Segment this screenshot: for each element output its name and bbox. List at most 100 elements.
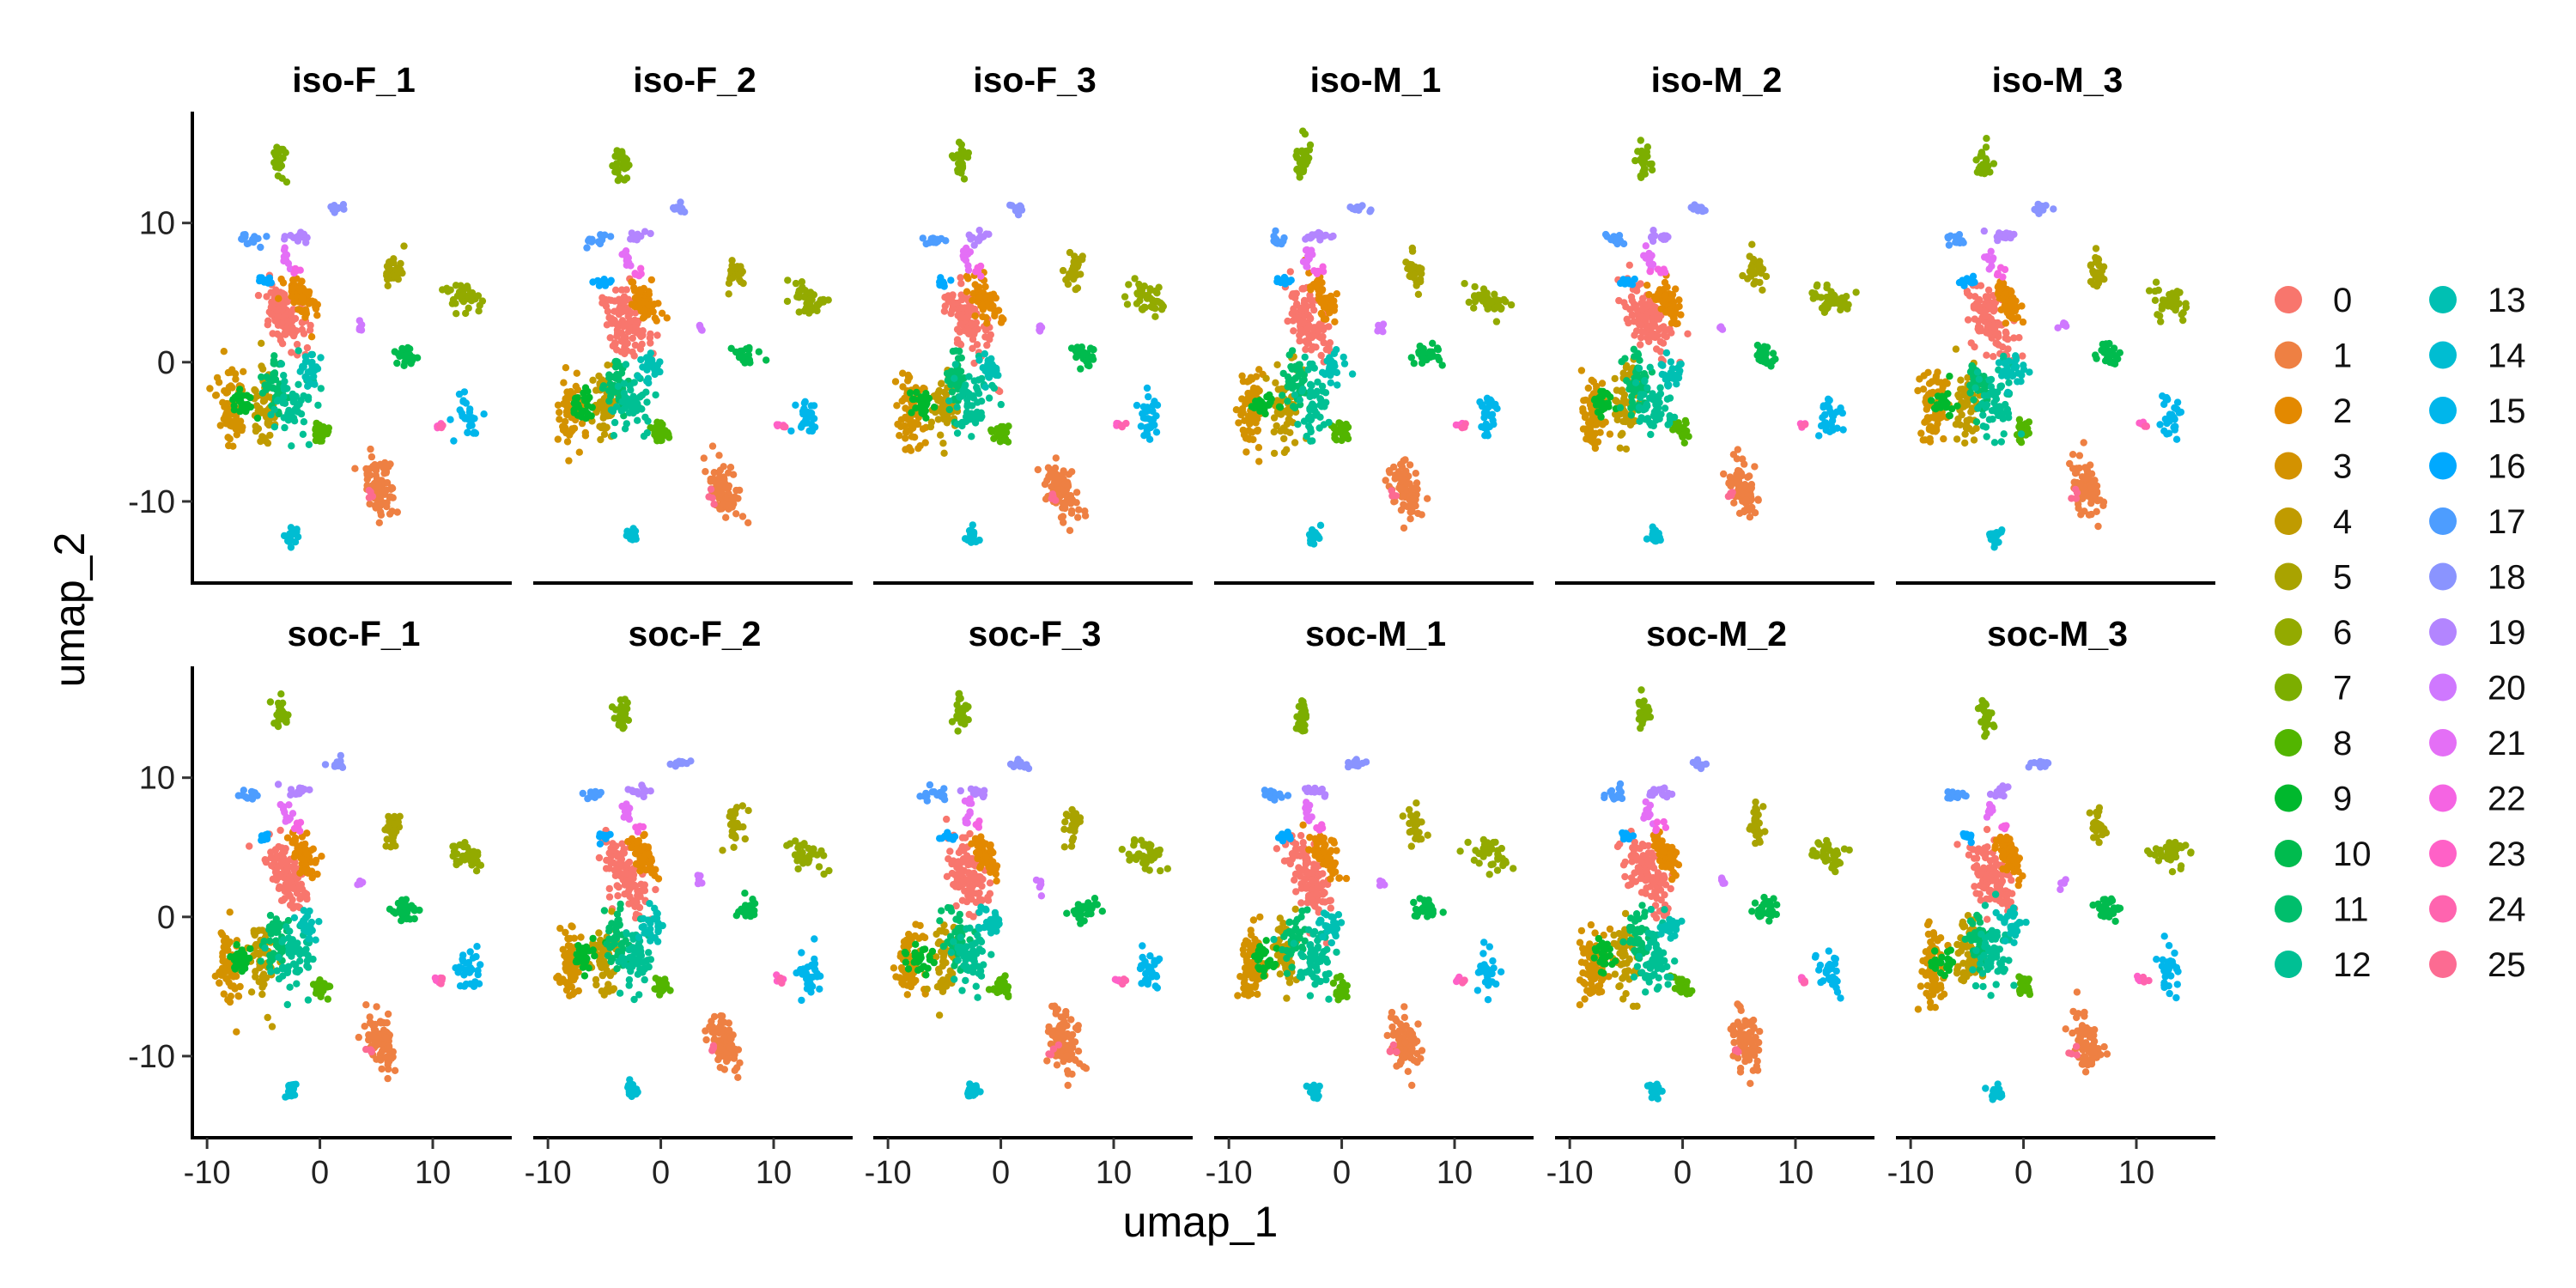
point-cluster-1 [1720,470,1728,478]
point-cluster-1 [1741,481,1749,489]
point-cluster-5 [1746,252,1753,260]
point-cluster-4 [1962,401,1970,410]
point-cluster-4 [258,365,267,373]
point-cluster-1 [1406,515,1414,523]
point-cluster-1 [386,510,394,518]
point-cluster-12 [281,399,289,407]
point-cluster-1 [380,1026,388,1034]
point-cluster-6 [466,291,475,299]
point-cluster-3 [1254,426,1262,434]
point-cluster-8 [1682,419,1690,427]
point-cluster-6 [1824,304,1832,312]
point-cluster-12 [1307,428,1315,435]
point-cluster-9 [1934,392,1942,400]
point-cluster-1 [1060,519,1067,526]
point-cluster-0 [1983,351,1990,359]
point-cluster-0 [278,305,286,313]
point-cluster-1 [2094,522,2102,531]
point-cluster-18 [1693,205,1701,214]
point-cluster-6 [1125,281,1133,289]
panel-title: iso-M_1 [1310,60,1442,100]
point-cluster-8 [657,426,665,434]
point-cluster-4 [258,339,265,347]
point-cluster-17 [587,237,595,245]
point-cluster-12 [1314,378,1321,386]
point-cluster-6 [1135,280,1143,289]
point-cluster-9 [578,407,586,415]
point-cluster-15 [800,399,809,407]
point-cluster-2 [304,298,312,307]
point-cluster-25 [365,494,374,501]
point-cluster-8 [996,438,1005,446]
point-cluster-12 [270,423,278,431]
point-cluster-4 [1620,391,1629,398]
point-cluster-11 [1621,355,1629,362]
point-cluster-9 [1261,408,1268,416]
point-cluster-12 [1301,353,1309,361]
point-cluster-0 [986,336,993,343]
point-cluster-19 [647,229,654,238]
point-cluster-7 [271,151,280,160]
point-cluster-3 [1252,373,1261,380]
point-cluster-1 [1751,463,1759,471]
point-cluster-20 [1036,327,1044,335]
point-cluster-6 [1839,302,1848,310]
point-cluster-2 [641,298,649,306]
point-cluster-4 [940,449,948,457]
point-cluster-21 [1642,242,1650,250]
point-cluster-0 [647,330,654,338]
panels-layer: iso-F_1 iso-F_2 iso-F_3 iso-M_1 iso-M_2 iso-M… [206,60,2195,1103]
point-cluster-9 [588,404,596,411]
point-cluster-15 [1144,431,1151,439]
point-cluster-15 [1839,426,1847,434]
point-cluster-0 [631,309,640,317]
point-cluster-0 [2004,345,2012,353]
point-cluster-21 [1990,254,1997,262]
point-cluster-6 [1123,301,1132,308]
point-cluster-2 [302,310,311,318]
point-cluster-13 [1326,360,1334,368]
point-cluster-19 [1648,233,1656,240]
point-cluster-0 [268,301,276,309]
point-cluster-25 [710,501,718,508]
point-cluster-10 [404,343,412,352]
point-cluster-6 [1143,295,1151,302]
point-cluster-12 [953,404,961,411]
point-cluster-4 [1273,361,1281,368]
point-cluster-1 [732,510,740,518]
point-cluster-3 [232,375,240,383]
point-cluster-0 [647,339,654,347]
point-cluster-9 [246,393,254,402]
point-cluster-4 [1961,430,1969,438]
point-cluster-14 [1316,521,1325,529]
point-cluster-2 [649,307,657,316]
point-cluster-1 [384,1074,392,1083]
point-cluster-17 [243,240,252,248]
point-cluster-6 [1147,302,1155,311]
point-cluster-0 [970,327,978,335]
point-cluster-18 [1012,206,1021,214]
point-cluster-6 [1121,293,1129,301]
point-cluster-19 [631,233,640,240]
point-cluster-1 [1730,499,1738,507]
point-cluster-0 [618,337,627,345]
point-cluster-12 [1979,411,1987,419]
point-cluster-3 [231,418,239,427]
point-cluster-1 [375,519,383,526]
point-cluster-3 [563,438,572,446]
point-cluster-14 [291,538,300,546]
point-cluster-0 [1637,280,1644,288]
point-cluster-9 [584,387,592,396]
point-cluster-0 [623,347,631,355]
point-cluster-7 [1641,165,1649,173]
point-cluster-19 [294,237,302,245]
point-cluster-3 [562,395,569,403]
point-cluster-7 [960,149,968,157]
point-cluster-13 [307,350,315,359]
point-cluster-3 [916,442,924,450]
point-cluster-12 [1664,421,1672,428]
point-cluster-0 [613,326,622,334]
point-cluster-0 [284,317,293,325]
point-cluster-0 [287,310,295,319]
point-cluster-10 [398,344,406,353]
